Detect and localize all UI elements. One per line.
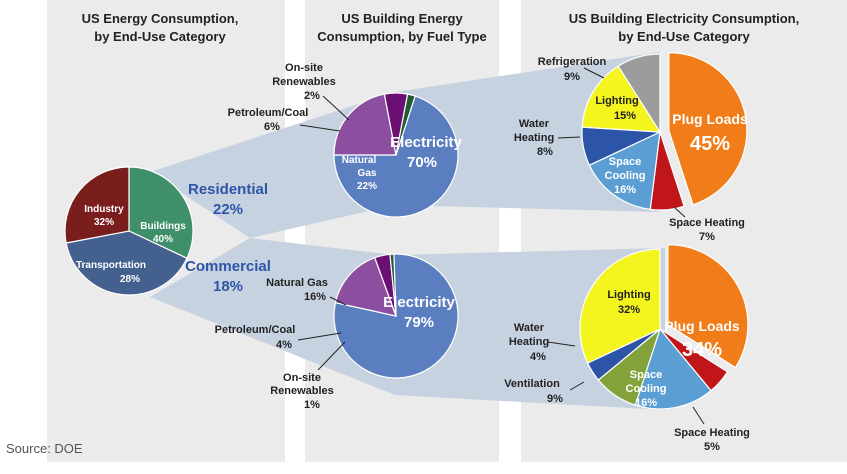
label-res-electricity-value: 70% <box>407 154 437 171</box>
label-res-heating-name: Space Heating <box>669 217 745 229</box>
leader-com-vent <box>569 381 585 391</box>
label-res-refrig-value: 9% <box>564 71 580 83</box>
label-res-lighting-name: Lighting <box>595 95 638 107</box>
label-res-cooling-value: 16% <box>614 184 636 196</box>
leader-res-petro <box>299 124 341 132</box>
pie-slice-electricity <box>333 95 459 218</box>
pie-slice-industry <box>128 166 194 260</box>
label-com-water-value: 4% <box>530 351 546 363</box>
segment-residential-name: Residential <box>188 181 268 198</box>
pie-slice-lighting <box>581 65 662 133</box>
label-com-onsite-name1: On-site <box>283 372 321 384</box>
pie-slice-space-cooling <box>634 327 712 410</box>
label-com-heating-value: 5% <box>704 441 720 453</box>
label-transportation-value: 28% <box>120 274 140 285</box>
pie-elec-residential <box>581 51 748 211</box>
label-res-refrig-name: Refrigeration <box>538 56 607 68</box>
label-transportation-name: Transportation <box>76 260 146 271</box>
label-com-water-name1: Water <box>514 322 545 334</box>
fuel-title-line1: US Building Energy <box>341 11 463 26</box>
label-com-petro-name: Petroleum/Coal <box>215 324 296 336</box>
segment-residential-pct: 22% <box>213 201 243 218</box>
label-com-heating-name: Space Heating <box>674 427 750 439</box>
label-res-cooling-name1: Space <box>609 156 641 168</box>
label-industry-value: 32% <box>94 217 114 228</box>
label-res-water-name2: Heating <box>514 132 554 144</box>
label-res-heating-value: 7% <box>699 231 715 243</box>
label-res-onsite-name1: On-site <box>285 62 323 74</box>
label-com-natgas-name: Natural Gas <box>266 277 328 289</box>
label-com-cooling-value: 16% <box>635 397 657 409</box>
label-res-petro-name: Petroleum/Coal <box>228 107 309 119</box>
pie-slice-plug-loads <box>668 51 748 206</box>
label-res-onsite-value: 2% <box>304 90 320 102</box>
pie-slice-transportation <box>64 166 130 244</box>
label-com-vent-value: 9% <box>547 393 563 405</box>
label-buildings-value: 40% <box>153 234 173 245</box>
label-res-plug-value: 45% <box>690 133 730 155</box>
leader-com-water <box>547 341 576 347</box>
pie-slice-space-cooling <box>588 130 661 211</box>
overall-title-line2: by End-Use Category <box>94 29 226 44</box>
pie-slice-on-site-renewables <box>389 253 397 317</box>
elec-title-line1: US Building Electricity Consumption, <box>569 11 799 26</box>
pie-slice-on-site-renewables <box>395 93 416 156</box>
pie-slice-buildings <box>65 230 188 296</box>
label-res-natgas-value: 22% <box>357 181 377 192</box>
label-com-natgas-value: 16% <box>304 291 326 303</box>
pie-slice-natural-gas <box>333 93 397 156</box>
label-buildings-name: Buildings <box>140 221 186 232</box>
leader-com-heating <box>692 406 705 425</box>
label-com-onsite-value: 1% <box>304 399 320 411</box>
pie-overall <box>64 166 194 296</box>
label-com-electricity-name: Electricity <box>383 294 455 311</box>
label-com-lighting-name: Lighting <box>607 289 650 301</box>
segment-commercial-pct: 18% <box>213 278 243 295</box>
leader-res-water <box>557 136 581 139</box>
label-res-natgas-name2: Gas <box>358 168 377 179</box>
pie-slice-refrigeration <box>617 53 661 135</box>
label-res-plug-name: Plug Loads <box>672 111 748 127</box>
label-res-cooling-name2: Cooling <box>605 170 646 182</box>
segment-commercial-name: Commercial <box>185 258 271 275</box>
leader-res-onsite <box>322 95 350 121</box>
label-res-water-value: 8% <box>537 146 553 158</box>
label-res-natgas-name1: Natural <box>342 155 377 166</box>
label-com-onsite-name2: Renewables <box>270 385 334 397</box>
leader-com-onsite <box>317 341 346 371</box>
label-res-onsite-name2: Renewables <box>272 76 336 88</box>
pie-fuel-residential <box>333 92 459 218</box>
label-com-lighting-value: 32% <box>618 304 640 316</box>
leader-res-heating <box>673 206 686 218</box>
source-note: Source: DOE <box>6 441 83 456</box>
pie-fuel-commercial <box>333 253 459 379</box>
connector-residential-fuel <box>150 92 395 238</box>
label-com-water-name2: Heating <box>509 336 549 348</box>
leader-res-refrig <box>583 67 605 79</box>
label-res-lighting-value: 15% <box>614 110 636 122</box>
label-com-cooling-name2: Cooling <box>626 383 667 395</box>
label-com-plug-value: 34% <box>682 339 722 361</box>
label-com-plug-name: Plug Loads <box>664 318 740 334</box>
label-com-cooling-name1: Space <box>630 369 662 381</box>
label-res-petro-value: 6% <box>264 121 280 133</box>
fuel-title-line2: Consumption, by Fuel Type <box>317 29 486 44</box>
pie-slice-natural-gas <box>334 256 397 317</box>
pie-slice-plug-loads <box>667 244 749 369</box>
label-com-electricity-value: 79% <box>404 314 434 331</box>
label-industry-name: Industry <box>84 204 124 215</box>
pie-slice-lighting <box>579 248 661 364</box>
label-res-water-name1: Water <box>519 118 550 130</box>
leader-com-natgas <box>329 296 347 306</box>
elec-title-line2: by End-Use Category <box>618 29 750 44</box>
pie-elec-commercial <box>579 244 749 410</box>
label-res-electricity-name: Electricity <box>390 134 462 151</box>
label-com-vent-name: Ventilation <box>504 378 560 390</box>
connector-commercial-fuel <box>150 238 395 395</box>
label-com-petro-value: 4% <box>276 339 292 351</box>
overall-title-line1: US Energy Consumption, <box>82 11 239 26</box>
leader-com-petro <box>297 332 342 341</box>
